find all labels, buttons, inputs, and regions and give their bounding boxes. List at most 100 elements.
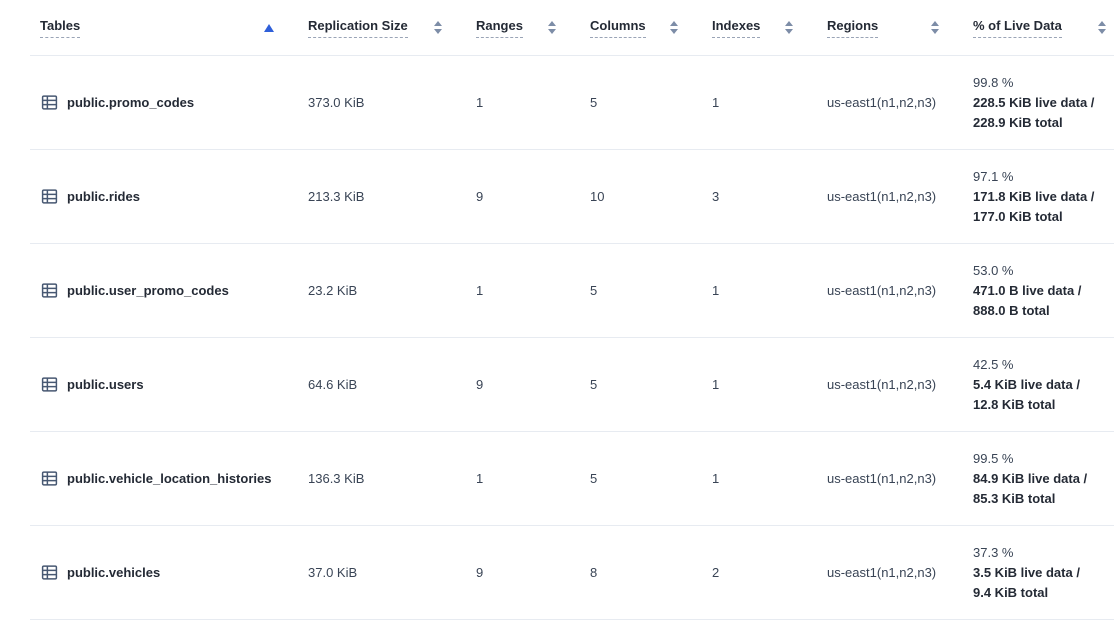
column-header-tables[interactable]: Tables — [30, 18, 300, 38]
table-icon — [41, 376, 58, 393]
live-data-cell: 99.8 % 228.5 KiB live data / 228.9 KiB t… — [965, 73, 1114, 133]
table-name: public.vehicles — [67, 565, 161, 580]
live-data-percent: 42.5 % — [973, 356, 1014, 372]
total-data-amount: 85.3 KiB total — [973, 490, 1056, 506]
table-icon — [41, 282, 58, 299]
columns-value: 8 — [590, 565, 598, 580]
replication-size-value: 373.0 KiB — [308, 95, 365, 110]
column-header-label: Regions — [827, 18, 879, 38]
table-icon — [41, 564, 58, 581]
columns-value: 10 — [590, 189, 605, 204]
column-header-ranges[interactable]: Ranges — [468, 18, 582, 38]
table-name: public.vehicle_location_histories — [67, 471, 272, 486]
table-icon — [41, 188, 58, 205]
ranges-value: 9 — [476, 565, 484, 580]
sort-ascending-icon[interactable] — [264, 23, 274, 32]
live-data-percent: 99.8 % — [973, 74, 1014, 90]
table-name: public.user_promo_codes — [67, 283, 229, 298]
replication-size-value: 213.3 KiB — [308, 189, 365, 204]
live-data-amount: 3.5 KiB live data / — [973, 564, 1080, 580]
sort-icon[interactable] — [548, 21, 556, 34]
column-header-label: Replication Size — [308, 18, 408, 38]
column-header-replication-size[interactable]: Replication Size — [300, 18, 468, 38]
live-data-percent: 99.5 % — [973, 450, 1014, 466]
table-row[interactable]: public.user_promo_codes 23.2 KiB 1 5 1 u… — [30, 244, 1114, 338]
live-data-cell: 99.5 % 84.9 KiB live data / 85.3 KiB tot… — [965, 449, 1114, 509]
table-icon — [41, 470, 58, 487]
table-name-cell: public.users — [30, 376, 300, 393]
total-data-amount: 228.9 KiB total — [973, 114, 1063, 130]
table-name: public.users — [67, 377, 144, 392]
column-header-regions[interactable]: Regions — [819, 18, 965, 38]
indexes-value: 1 — [712, 377, 720, 392]
live-data-percent: 97.1 % — [973, 168, 1014, 184]
total-data-amount: 9.4 KiB total — [973, 584, 1049, 600]
ranges-value: 1 — [476, 95, 484, 110]
replication-size-value: 64.6 KiB — [308, 377, 358, 392]
replication-size-value: 37.0 KiB — [308, 565, 358, 580]
table-name: public.promo_codes — [67, 95, 195, 110]
table-row[interactable]: public.rides 213.3 KiB 9 10 3 us-east1(n… — [30, 150, 1114, 244]
column-header-label: Ranges — [476, 18, 523, 38]
table-header: Tables Replication Size Ranges Columns I… — [30, 0, 1114, 56]
replication-size-value: 23.2 KiB — [308, 283, 358, 298]
table-name-cell: public.rides — [30, 188, 300, 205]
columns-value: 5 — [590, 377, 598, 392]
live-data-cell: 53.0 % 471.0 B live data / 888.0 B total — [965, 261, 1114, 321]
table-body: public.promo_codes 373.0 KiB 1 5 1 us-ea… — [30, 56, 1114, 620]
live-data-amount: 471.0 B live data / — [973, 282, 1082, 298]
indexes-value: 3 — [712, 189, 720, 204]
ranges-value: 1 — [476, 283, 484, 298]
columns-value: 5 — [590, 471, 598, 486]
columns-value: 5 — [590, 95, 598, 110]
table-name-cell: public.user_promo_codes — [30, 282, 300, 299]
sort-icon[interactable] — [785, 21, 793, 34]
ranges-value: 9 — [476, 189, 484, 204]
live-data-cell: 97.1 % 171.8 KiB live data / 177.0 KiB t… — [965, 167, 1114, 227]
indexes-value: 1 — [712, 283, 720, 298]
regions-value: us-east1(n1,n2,n3) — [827, 377, 937, 392]
total-data-amount: 177.0 KiB total — [973, 208, 1063, 224]
live-data-amount: 5.4 KiB live data / — [973, 376, 1080, 392]
live-data-amount: 171.8 KiB live data / — [973, 188, 1095, 204]
indexes-value: 2 — [712, 565, 720, 580]
live-data-amount: 228.5 KiB live data / — [973, 94, 1095, 110]
replication-size-value: 136.3 KiB — [308, 471, 365, 486]
table-name-cell: public.vehicles — [30, 564, 300, 581]
column-header-live-data[interactable]: % of Live Data — [965, 18, 1114, 38]
sort-icon[interactable] — [931, 21, 939, 34]
ranges-value: 9 — [476, 377, 484, 392]
column-header-label: Columns — [590, 18, 646, 38]
regions-value: us-east1(n1,n2,n3) — [827, 189, 937, 204]
column-header-label: Indexes — [712, 18, 761, 38]
total-data-amount: 12.8 KiB total — [973, 396, 1056, 412]
ranges-value: 1 — [476, 471, 484, 486]
columns-value: 5 — [590, 283, 598, 298]
live-data-percent: 53.0 % — [973, 262, 1014, 278]
column-header-label: % of Live Data — [973, 18, 1062, 38]
total-data-amount: 888.0 B total — [973, 302, 1050, 318]
table-row[interactable]: public.vehicle_location_histories 136.3 … — [30, 432, 1114, 526]
table-row[interactable]: public.vehicles 37.0 KiB 9 8 2 us-east1(… — [30, 526, 1114, 620]
table-icon — [41, 94, 58, 111]
live-data-percent: 37.3 % — [973, 544, 1014, 560]
table-name-cell: public.vehicle_location_histories — [30, 470, 300, 487]
regions-value: us-east1(n1,n2,n3) — [827, 471, 937, 486]
live-data-cell: 42.5 % 5.4 KiB live data / 12.8 KiB tota… — [965, 355, 1114, 415]
indexes-value: 1 — [712, 471, 720, 486]
table-row[interactable]: public.promo_codes 373.0 KiB 1 5 1 us-ea… — [30, 56, 1114, 150]
sort-icon[interactable] — [1098, 21, 1106, 34]
column-header-label: Tables — [40, 18, 81, 38]
live-data-amount: 84.9 KiB live data / — [973, 470, 1088, 486]
table-name: public.rides — [67, 189, 140, 204]
column-header-indexes[interactable]: Indexes — [704, 18, 819, 38]
sort-icon[interactable] — [670, 21, 678, 34]
regions-value: us-east1(n1,n2,n3) — [827, 283, 937, 298]
indexes-value: 1 — [712, 95, 720, 110]
sort-icon[interactable] — [434, 21, 442, 34]
live-data-cell: 37.3 % 3.5 KiB live data / 9.4 KiB total — [965, 543, 1114, 603]
table-row[interactable]: public.users 64.6 KiB 9 5 1 us-east1(n1,… — [30, 338, 1114, 432]
regions-value: us-east1(n1,n2,n3) — [827, 95, 937, 110]
column-header-columns[interactable]: Columns — [582, 18, 704, 38]
